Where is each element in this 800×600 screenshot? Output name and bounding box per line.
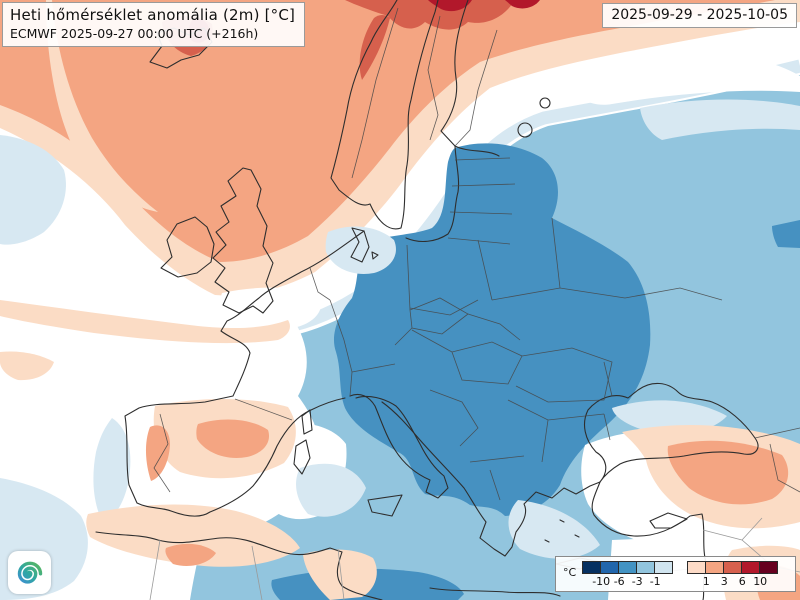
legend-swatch (582, 561, 602, 574)
legend-tick-label: -6 (613, 575, 625, 588)
legend-tick-label: 10 (753, 575, 768, 588)
color-legend: °C -10 -6 -3 -1 1 3 6 10 (555, 556, 796, 592)
map-title: Heti hőmérséklet anomália (2m) [°C] (10, 6, 296, 24)
legend-swatch (687, 561, 707, 574)
date-range: 2025-09-29 - 2025-10-05 (611, 7, 788, 23)
legend-swatch (759, 561, 779, 574)
spiral-logo-icon (17, 561, 42, 584)
legend-swatch (654, 561, 674, 574)
title-box: Heti hőmérséklet anomália (2m) [°C] ECMW… (2, 2, 306, 48)
legend-swatch (723, 561, 743, 574)
site-logo (8, 551, 51, 594)
legend-warm-scale: 1 3 6 10 (687, 561, 779, 591)
legend-tick-label: -10 (592, 575, 611, 588)
legend-swatch (600, 561, 620, 574)
legend-tick-label: -1 (649, 575, 661, 588)
legend-swatch (636, 561, 656, 574)
legend-cold-scale: -10 -6 -3 -1 (582, 561, 674, 591)
legend-tick-label: -3 (631, 575, 643, 588)
legend-tick-label: 3 (720, 575, 728, 588)
date-range-box: 2025-09-29 - 2025-10-05 (602, 3, 797, 28)
legend-unit-label: °C (563, 566, 577, 579)
legend-swatch (741, 561, 761, 574)
legend-tick-label: 6 (738, 575, 746, 588)
legend-tick-label: 1 (702, 575, 710, 588)
legend-swatch (705, 561, 725, 574)
country-borders (153, 7, 800, 501)
map-subtitle: ECMWF 2025-09-27 00:00 UTC (+216h) (10, 25, 259, 41)
coastlines (95, 0, 759, 600)
legend-swatch (618, 561, 638, 574)
